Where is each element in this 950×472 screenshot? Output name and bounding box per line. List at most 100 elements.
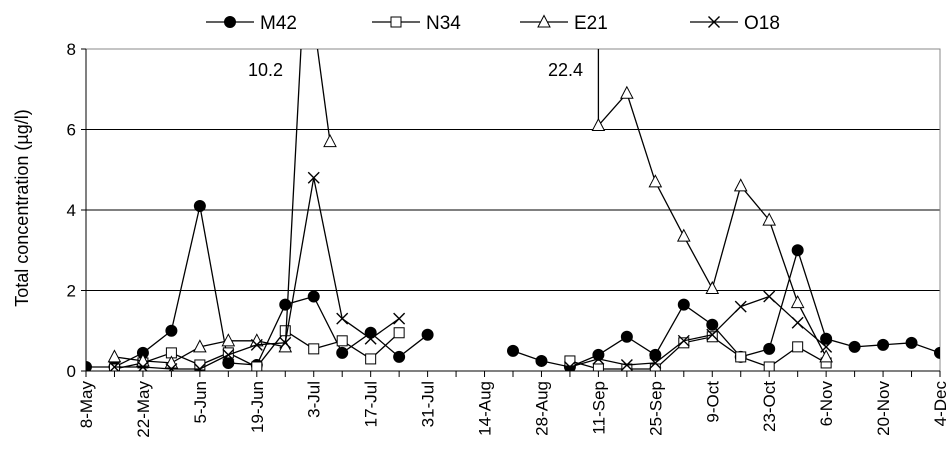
series-m42-point [507,344,519,357]
series-n34-point [592,363,604,371]
series-m42-point [820,332,833,345]
series-e21-point [323,133,337,148]
series-m42-point [421,328,434,341]
series-o18-point [734,300,747,313]
series-m42-point [165,324,178,337]
series-m42-line [512,248,940,368]
series-e21-point [591,117,606,131]
series-e21-point [819,349,833,363]
series-o18-point [393,312,406,325]
series-o18-point [649,356,662,369]
series-n34-point [735,351,747,363]
series-m42-point [677,298,690,311]
legend: M42 N34 E21 O18 [206,13,780,34]
series-n34-point [678,337,690,349]
series-m42-point [877,338,890,351]
x-tick-label: 6-Nov [817,381,836,427]
series-m42-point [706,318,719,331]
series-e21-point [733,178,748,192]
x-tick-label: 5-Jun [191,381,210,424]
x-tick-label: 3-Jul [305,381,324,418]
gridlines [86,48,940,291]
series-n34-point [365,353,377,365]
series-m42-point [763,342,776,355]
legend-e21-point [537,14,551,28]
legend-n34-label: N34 [426,13,461,34]
series-n34-point [706,331,718,343]
series-o18-point [165,362,178,371]
y-tick-label: 4 [67,201,76,220]
series-n34-point [763,361,775,371]
y-tick-label: 8 [67,40,76,59]
series-n34-point [279,325,291,337]
x-tick-label: 22-May [134,381,153,438]
x-tick-label: 25-Sep [646,381,665,436]
x-tick-label: 19-Jun [248,381,267,433]
series-o18-line [569,295,827,368]
x-tick-label: 31-Jul [419,381,438,427]
series-m42-point [279,298,292,311]
peak-annotation: 22.4 [548,60,583,80]
x-tick-label: 4-Dec [931,381,950,427]
legend-e21: E21 [520,13,608,34]
annotations: 10.2 22.4 [248,60,583,80]
series-e21-point [705,280,720,294]
legend-n34-point [390,16,402,28]
series-n34-point [792,341,804,353]
series-m42-point [592,348,605,361]
series-e21-point [221,333,236,347]
legend-n34: N34 [372,13,461,34]
legend-m42-point [224,16,236,28]
series-o18-point [763,290,776,303]
series-n34-point [393,327,405,339]
series-o18-point [279,336,292,349]
series-e21-point [790,294,805,309]
series-m42-point [905,336,918,349]
series-o18-point [336,312,349,325]
x-tick-label: 28-Aug [532,381,551,436]
x-tick-label: 14-Aug [476,381,495,436]
series-n34-point [564,355,576,367]
series-m42-point [791,244,804,257]
series-m42 [86,199,940,371]
series-m42-point [393,350,406,363]
series-o18-point [250,338,263,351]
series-m42-point [336,346,349,359]
series-o18-point [706,328,719,341]
series-o18-point [222,348,235,361]
series-e21-point [107,349,122,363]
series-m42-point [307,290,320,303]
series-e21 [107,49,833,369]
y-tick-label: 6 [67,121,76,140]
series-o18-point [193,362,206,371]
series-e21-line [114,49,331,364]
series-e21-point [762,212,777,226]
y-tick-label: 0 [67,362,76,381]
series-n34-line [569,336,827,370]
x-tick-label: 17-Jul [362,381,381,427]
legend-m42: M42 [206,13,297,34]
legend-o18: O18 [690,13,780,34]
series-e21-point [648,174,663,188]
series-o18-point [620,358,633,371]
series-lines [86,49,940,371]
series-m42-point [649,348,662,361]
series-n34-point [308,343,320,355]
x-tick-label: 11-Sep [589,381,608,435]
y-tick-label: 2 [67,282,76,301]
legend-o18-label: O18 [744,13,780,34]
peak-annotation: 10.2 [248,60,283,80]
series-m42-point [535,354,548,367]
series-m42-point [86,360,92,371]
series-n34-point [649,363,661,371]
legend-e21-label: E21 [574,13,608,34]
legend-m42-label: M42 [260,13,297,34]
series-o18-point [791,316,804,329]
series-o18-point [364,332,377,345]
series-e21-point [193,339,207,353]
x-tick-label: 8-May [77,381,96,429]
series-o18-point [307,171,320,184]
series-m42-point [193,199,206,212]
x-tick-label: 23-Oct [760,381,779,432]
